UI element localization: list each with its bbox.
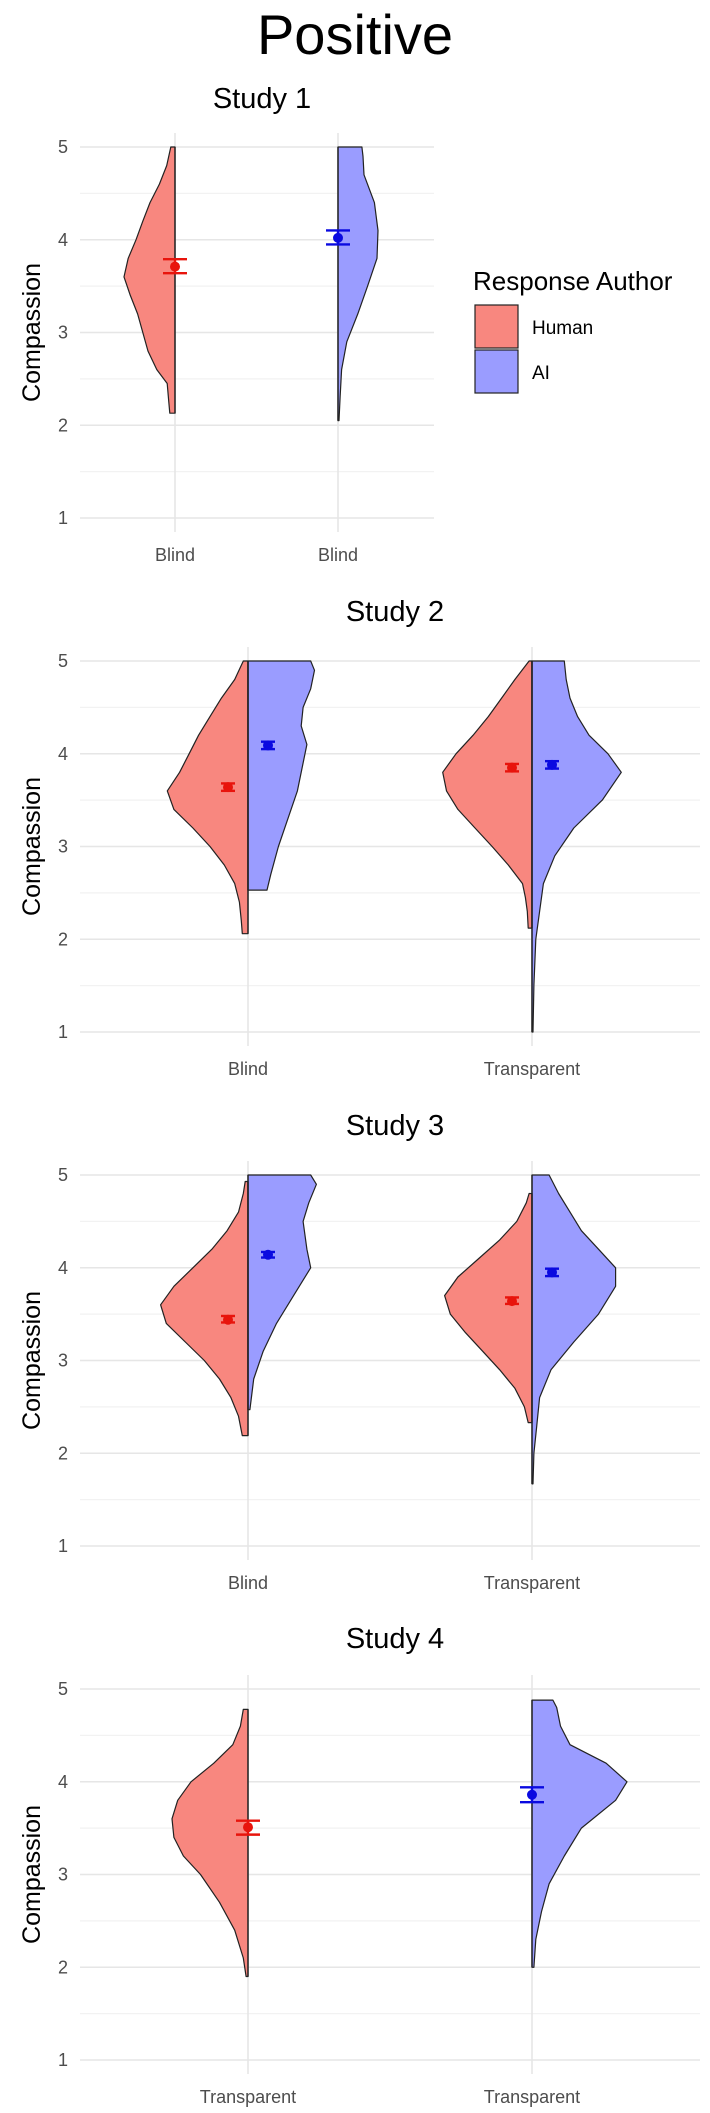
x-tick-label: Blind xyxy=(228,1573,268,1593)
mean-point-human xyxy=(223,782,233,793)
violin-half-ai xyxy=(337,146,379,422)
mean-point-ai xyxy=(263,740,273,751)
y-tick-label: 2 xyxy=(58,415,68,435)
mean-point-human xyxy=(243,1822,253,1833)
y-tick-label: 4 xyxy=(58,230,68,250)
x-tick-label: Transparent xyxy=(484,2087,580,2107)
violin-half-human xyxy=(171,1708,249,1978)
panel-title: Study 2 xyxy=(346,596,444,628)
violin-half-human xyxy=(123,146,176,414)
y-axis-label: Compassion xyxy=(18,1291,46,1430)
y-tick-label: 4 xyxy=(58,1772,68,1792)
y-tick-label: 4 xyxy=(58,744,68,764)
mean-point-ai xyxy=(333,232,343,243)
y-tick-label: 2 xyxy=(58,929,68,949)
y-tick-label: 4 xyxy=(58,1258,68,1278)
mean-point-human xyxy=(507,1296,517,1307)
violin-half-ai xyxy=(531,1174,617,1485)
y-tick-label: 2 xyxy=(58,1957,68,1977)
violin-half-ai xyxy=(531,660,622,1033)
panel-title: Study 1 xyxy=(213,83,311,115)
y-tick-label: 3 xyxy=(58,1351,68,1371)
x-tick-label: Blind xyxy=(155,545,195,565)
violin-half-human xyxy=(166,660,249,935)
violin-half-human xyxy=(160,1180,249,1437)
legend-label-human: Human xyxy=(532,318,593,339)
mean-point-ai xyxy=(527,1789,537,1800)
legend-title: Response Author xyxy=(473,266,673,296)
y-tick-label: 3 xyxy=(58,1865,68,1885)
y-tick-label: 5 xyxy=(58,651,68,671)
chart-panel-3: 1 2 3 4 5 Blind Transparent Study 3 Compassion xyxy=(18,1110,700,1593)
y-tick-label: 5 xyxy=(58,137,68,157)
mean-point-ai xyxy=(547,1267,557,1278)
x-tick-label: Transparent xyxy=(484,1059,580,1079)
panel-title: Study 3 xyxy=(346,1110,444,1142)
mean-point-human xyxy=(507,762,517,773)
y-tick-label: 2 xyxy=(58,1443,68,1463)
figure-title: Positive xyxy=(256,3,454,66)
y-tick-label: 1 xyxy=(58,508,68,528)
y-tick-label: 3 xyxy=(58,323,68,343)
y-axis-label: Compassion xyxy=(18,263,46,402)
y-tick-label: 5 xyxy=(58,1165,68,1185)
chart-panel-4: 1 2 3 4 5 Transparent Transparent Study 4 Compas… xyxy=(18,1623,700,2107)
legend: Response Author Human AI xyxy=(473,266,673,394)
mean-point-human xyxy=(170,261,180,272)
panel-title: Study 4 xyxy=(346,1623,444,1655)
legend-swatch-ai xyxy=(474,349,519,394)
violin-half-ai xyxy=(247,660,316,891)
violin-half-ai xyxy=(247,1174,317,1411)
y-tick-label: 5 xyxy=(58,1679,68,1699)
mean-point-ai xyxy=(547,759,557,770)
violin-half-human xyxy=(444,1192,533,1424)
x-tick-label: Transparent xyxy=(200,2087,296,2107)
legend-swatch-human xyxy=(474,304,519,349)
chart-panel-2: 1 2 3 4 5 Blind Transparent Study 2 Compassion xyxy=(18,596,700,1079)
x-tick-label: Transparent xyxy=(484,1573,580,1593)
y-tick-label: 1 xyxy=(58,1022,68,1042)
mean-point-human xyxy=(223,1314,233,1325)
mean-point-ai xyxy=(263,1249,273,1260)
legend-label-ai: AI xyxy=(532,363,550,384)
y-tick-label: 3 xyxy=(58,837,68,857)
y-axis-label: Compassion xyxy=(18,777,46,916)
chart-panel-1: 1 2 3 4 5 Blind Blind Study 1 Compassion xyxy=(18,83,434,565)
x-tick-label: Blind xyxy=(228,1059,268,1079)
y-tick-label: 1 xyxy=(58,1536,68,1556)
y-axis-label: Compassion xyxy=(18,1805,46,1944)
violin-half-human xyxy=(442,660,533,929)
x-tick-label: Blind xyxy=(318,545,358,565)
violin-half-ai xyxy=(531,1699,628,1968)
y-tick-label: 1 xyxy=(58,2050,68,2070)
